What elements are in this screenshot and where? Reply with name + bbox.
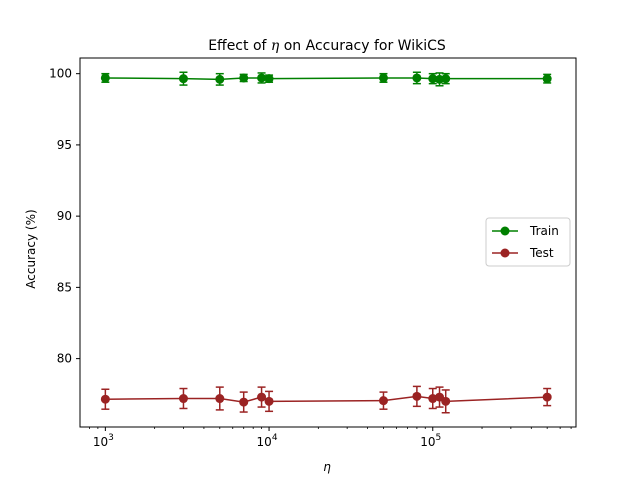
plot-frame [79,57,577,428]
data-point [264,396,274,406]
data-point [264,74,274,84]
chart-title: Effect of η on Accuracy for WikiCS [208,38,446,54]
data-point [441,74,451,84]
data-point [215,394,225,404]
legend: Train Test [485,217,571,267]
y-tick-label: 95 [57,138,72,152]
data-point [239,73,249,83]
data-point [178,74,188,84]
data-point [441,396,451,406]
plot-area [100,71,552,414]
series-train [100,71,552,87]
data-point [378,396,388,406]
data-point [178,394,188,404]
x-tick-label: 103 [93,433,114,449]
data-point [257,392,267,402]
series-test [100,385,552,414]
data-point [428,394,438,404]
y-tick-label: 80 [57,352,72,366]
y-tick-label: 100 [49,67,72,81]
x-tick-label: 104 [257,433,278,449]
x-tick-label: 105 [420,433,441,449]
data-point [542,392,552,402]
legend-label: Test [529,246,554,260]
legend-label: Train [529,224,559,238]
data-point [542,74,552,84]
y-tick-label: 90 [57,209,72,223]
data-point [428,74,438,84]
data-point [412,391,422,401]
data-point [100,73,110,83]
data-point [378,73,388,83]
legend-item-train: Train [492,224,559,238]
axes: 80 85 90 95 100 103 104 105 [49,57,577,449]
y-axis-label: Accuracy (%) [24,209,38,288]
data-point [412,73,422,83]
data-point [100,394,110,404]
y-tick-label: 85 [57,280,72,294]
data-point [239,397,249,407]
x-axis-label: η [323,460,331,474]
legend-item-test: Test [492,246,554,260]
data-point [215,74,225,84]
data-point [257,73,267,83]
